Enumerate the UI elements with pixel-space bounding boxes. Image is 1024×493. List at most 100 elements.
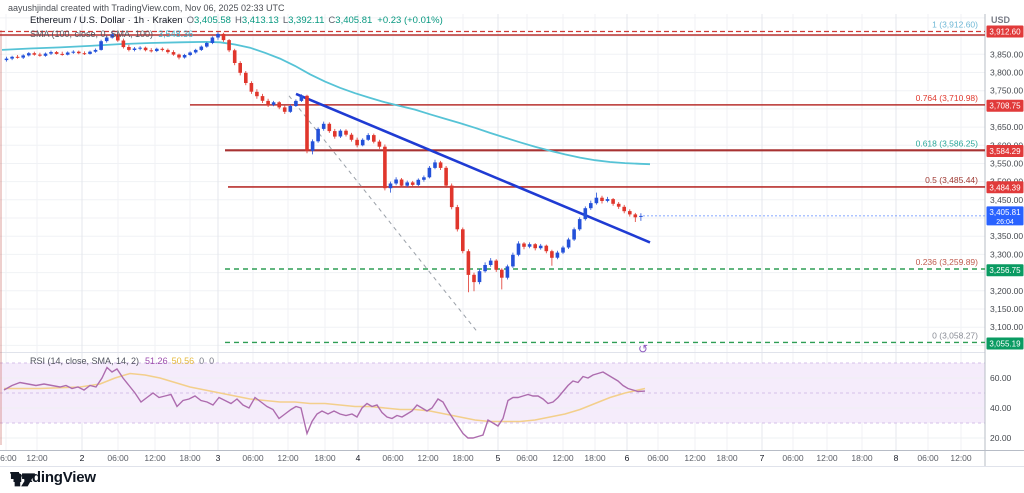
drawing-anchor-icon[interactable]: ↺ bbox=[638, 342, 649, 356]
price-flag bbox=[986, 145, 1024, 157]
time-tick: 18:00 bbox=[584, 453, 606, 463]
time-tick: 12:00 bbox=[950, 453, 972, 463]
rsi-line bbox=[3, 366, 646, 439]
price-flag bbox=[986, 99, 1024, 112]
fib-label: 0.618 (3,586.25) bbox=[916, 138, 979, 148]
change-value: +0.23 (+0.01%) bbox=[377, 15, 443, 26]
flag-price: 3,708.75 bbox=[989, 102, 1021, 111]
price-tick: 3,650.00 bbox=[990, 122, 1023, 132]
tradingview-logo-icon[interactable] bbox=[10, 469, 36, 489]
candlestick-series bbox=[4, 31, 643, 293]
time-tick: 3 bbox=[216, 453, 221, 463]
fib-label: 1 (3,912.60) bbox=[932, 20, 978, 30]
symbol-title[interactable]: Ethereum / U.S. Dollar · 1h · Kraken bbox=[30, 15, 183, 26]
time-tick: 12:00 bbox=[684, 453, 706, 463]
time-tick: 18:00 bbox=[851, 453, 873, 463]
tradingview-wordmark[interactable]: TradingView bbox=[10, 469, 96, 486]
price-flag bbox=[986, 206, 1024, 226]
sma-legend: SMA (100, close, 0, SMA, 100) 3,548.36 bbox=[30, 29, 193, 39]
price-tick: 3,100.00 bbox=[990, 322, 1023, 332]
time-tick: 12:00 bbox=[26, 453, 48, 463]
time-tick: 06:00 bbox=[782, 453, 804, 463]
price-tick: 3,550.00 bbox=[990, 158, 1023, 168]
rsi-ma-value: 50.56 bbox=[171, 356, 195, 366]
footer: TradingView bbox=[10, 469, 96, 489]
rsi-tick: 60.00 bbox=[990, 373, 1012, 383]
time-tick: 18:00 bbox=[179, 453, 201, 463]
time-tick: 12:00 bbox=[552, 453, 574, 463]
flag-price: 3,256.75 bbox=[989, 266, 1021, 275]
flag-price: 3,405.81 bbox=[989, 208, 1021, 217]
time-tick: 7 bbox=[760, 453, 765, 463]
rsi-ma-line bbox=[4, 372, 646, 423]
fib-label: 0.764 (3,710.98) bbox=[916, 93, 979, 103]
fib-label: 0.5 (3,485.44) bbox=[925, 175, 978, 185]
time-tick: 06:00 bbox=[382, 453, 404, 463]
rsi-aux-value-2: 0 bbox=[209, 356, 215, 366]
time-tick: 06:00 bbox=[917, 453, 939, 463]
price-tick: 3,750.00 bbox=[990, 86, 1023, 96]
price-tick: 3,850.00 bbox=[990, 49, 1023, 59]
descending-trendline[interactable] bbox=[295, 92, 651, 244]
time-tick: 06:00 bbox=[516, 453, 538, 463]
sma-title[interactable]: SMA (100, close, 0, SMA, 100) bbox=[30, 29, 154, 39]
price-flag bbox=[986, 25, 1024, 38]
flag-countdown: 26:04 bbox=[996, 219, 1014, 226]
rsi-tick: 40.00 bbox=[990, 403, 1012, 413]
time-tick: 8 bbox=[894, 453, 899, 463]
time-tick: 6 bbox=[625, 453, 630, 463]
dashed-trendline[interactable] bbox=[288, 95, 479, 334]
watermark-text: aayushjindal created with TradingView.co… bbox=[8, 3, 285, 13]
time-tick: 12:00 bbox=[816, 453, 838, 463]
price-flag bbox=[986, 337, 1024, 350]
time-tick: 06:00 bbox=[242, 453, 264, 463]
rsi-value: 51.26 bbox=[145, 356, 168, 366]
price-tick: 3,300.00 bbox=[990, 249, 1023, 259]
close-value: 3,405.81 bbox=[335, 15, 373, 26]
time-tick: 12:00 bbox=[417, 453, 439, 463]
price-flag bbox=[986, 181, 1024, 194]
time-tick: 12:00 bbox=[144, 453, 166, 463]
price-tick: 3,200.00 bbox=[990, 286, 1023, 296]
close-label: C bbox=[328, 15, 336, 26]
rsi-pane-background bbox=[0, 362, 985, 439]
price-tick: 3,350.00 bbox=[990, 231, 1023, 241]
rsi-legend: RSI (14, close, SMA, 14, 2) 51.26 50.56 0 0 bbox=[30, 356, 214, 366]
low-value: 3,392.11 bbox=[288, 15, 325, 26]
low-label: L bbox=[282, 15, 289, 26]
flag-price: 3,055.19 bbox=[989, 340, 1021, 349]
time-tick: 18:00 bbox=[314, 453, 336, 463]
time-axis[interactable]: 06:00 12:00 2 06:00 12:00 18:00 3 06:00 12:00 18:… bbox=[0, 453, 972, 463]
time-tick: 18:00 bbox=[452, 453, 474, 463]
time-tick: 06:00 bbox=[647, 453, 669, 463]
open-label: O bbox=[186, 15, 194, 26]
rsi-plot bbox=[3, 366, 646, 439]
sma-value: 3,548.36 bbox=[158, 29, 194, 39]
price-axis[interactable]: 3,850.003,800.003,750.003,650.003,600.00… bbox=[990, 49, 1023, 443]
symbol-legend: Ethereum / U.S. Dollar · 1h · Kraken O3,4… bbox=[30, 15, 443, 26]
time-tick: 18:00 bbox=[716, 453, 738, 463]
fib-label: 0 (3,058.27) bbox=[932, 330, 978, 340]
sma-line bbox=[1, 40, 651, 166]
flag-price: 3,484.39 bbox=[989, 183, 1021, 192]
time-tick: 06:00 bbox=[0, 453, 17, 463]
fib-label: 0.236 (3,259.89) bbox=[916, 257, 979, 267]
rsi-title[interactable]: RSI (14, close, SMA, 14, 2) bbox=[30, 356, 140, 366]
high-label: H bbox=[234, 15, 242, 26]
rsi-aux-value-1: 0 bbox=[199, 356, 205, 366]
open-value: 3,405.58 bbox=[193, 15, 231, 26]
price-tick: 3,450.00 bbox=[990, 195, 1023, 205]
price-tick: 3,800.00 bbox=[990, 67, 1023, 77]
flag-price: 3,584.29 bbox=[989, 147, 1021, 156]
price-flag bbox=[986, 264, 1024, 277]
time-tick: 06:00 bbox=[107, 453, 129, 463]
flag-price: 3,912.60 bbox=[989, 28, 1021, 37]
time-tick: 2 bbox=[80, 453, 85, 463]
price-flags: 3,912.60 3,708.75 3,584.29 3,484.39 3,405.81… bbox=[986, 25, 1024, 350]
fib-levels[interactable]: 1 (3,912.60) 0.764 (3,710.98) 0.618 (3,586… bbox=[0, 20, 985, 344]
price-axis-currency[interactable]: USD bbox=[991, 15, 1011, 25]
price-tick: 3,150.00 bbox=[990, 304, 1023, 314]
time-tick: 5 bbox=[496, 453, 501, 463]
